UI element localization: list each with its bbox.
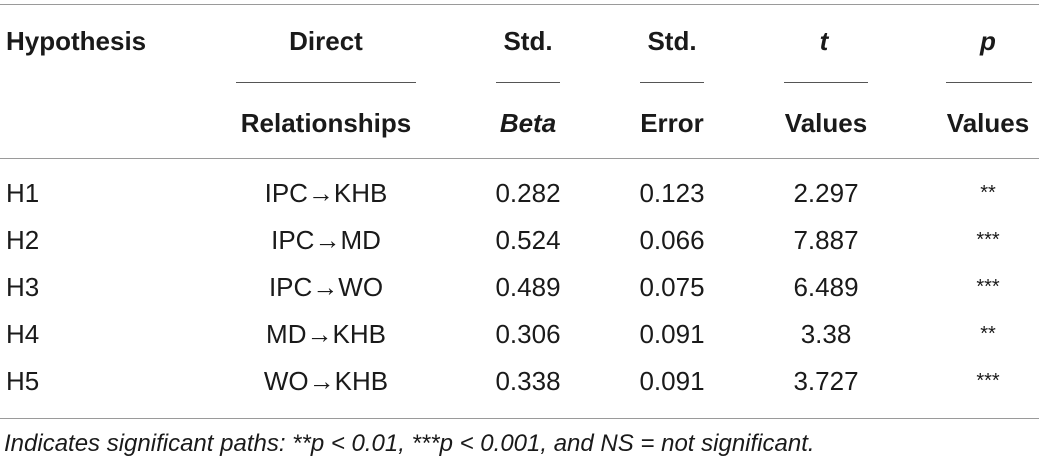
cell-relationship: MD→KHB [266, 319, 386, 349]
cell-relationship: IPC→MD [271, 225, 381, 255]
header-error: Error [640, 108, 704, 138]
cell-p-value: *** [976, 276, 1000, 298]
header-direct: Direct [289, 26, 363, 56]
cell-error: 0.123 [639, 178, 705, 208]
table-row: H2 IPC→MD 0.524 0.066 7.887 *** [0, 217, 1039, 263]
cell-p-value: ** [980, 182, 996, 204]
header-t-values: Values [784, 108, 868, 138]
cell-error: 0.091 [639, 366, 705, 396]
cell-beta: 0.338 [495, 366, 561, 396]
cell-beta: 0.524 [495, 225, 561, 255]
cell-beta: 0.282 [495, 178, 561, 208]
header-underline-direct [236, 82, 416, 83]
table-footnote: Indicates significant paths: **p < 0.01,… [4, 430, 815, 457]
header-std-beta-line1: Std. [503, 26, 553, 56]
cell-relationship: IPC→KHB [264, 178, 388, 208]
table-row: H3 IPC→WO 0.489 0.075 6.489 *** [0, 264, 1039, 310]
cell-p-value: *** [976, 370, 1000, 392]
cell-p-value: *** [976, 229, 1000, 251]
cell-t-value: 7.887 [793, 225, 859, 255]
cell-hypothesis: H1 [6, 178, 40, 208]
cell-t-value: 6.489 [793, 272, 859, 302]
table-top-rule [0, 4, 1039, 5]
header-beta: Beta [499, 108, 557, 138]
cell-hypothesis: H4 [6, 319, 40, 349]
cell-t-value: 3.727 [793, 366, 859, 396]
header-underline-error [640, 82, 704, 83]
table-bottom-rule [0, 418, 1039, 419]
cell-error: 0.091 [639, 319, 705, 349]
cell-t-value: 2.297 [793, 178, 859, 208]
header-t-symbol: t [819, 26, 829, 56]
table-row: H4 MD→KHB 0.306 0.091 3.38 ** [0, 311, 1039, 357]
header-p-symbol: p [980, 26, 996, 56]
header-relationships: Relationships [240, 108, 412, 138]
header-hypothesis: Hypothesis [6, 26, 147, 56]
table-row: H5 WO→KHB 0.338 0.091 3.727 *** [0, 358, 1039, 404]
cell-error: 0.066 [639, 225, 705, 255]
cell-beta: 0.306 [495, 319, 561, 349]
cell-beta: 0.489 [495, 272, 561, 302]
header-underline-t [784, 82, 868, 83]
cell-p-value: ** [980, 323, 996, 345]
cell-error: 0.075 [639, 272, 705, 302]
header-p-values: Values [946, 108, 1030, 138]
header-underline-p [946, 82, 1032, 83]
header-underline-beta [496, 82, 560, 83]
cell-hypothesis: H3 [6, 272, 40, 302]
cell-t-value: 3.38 [800, 319, 852, 349]
cell-hypothesis: H2 [6, 225, 40, 255]
header-bottom-rule [0, 158, 1039, 159]
header-std-error-line1: Std. [647, 26, 697, 56]
cell-hypothesis: H5 [6, 366, 40, 396]
cell-relationship: IPC→WO [268, 272, 384, 302]
cell-relationship: WO→KHB [263, 366, 389, 396]
table-row: H1 IPC→KHB 0.282 0.123 2.297 ** [0, 170, 1039, 216]
